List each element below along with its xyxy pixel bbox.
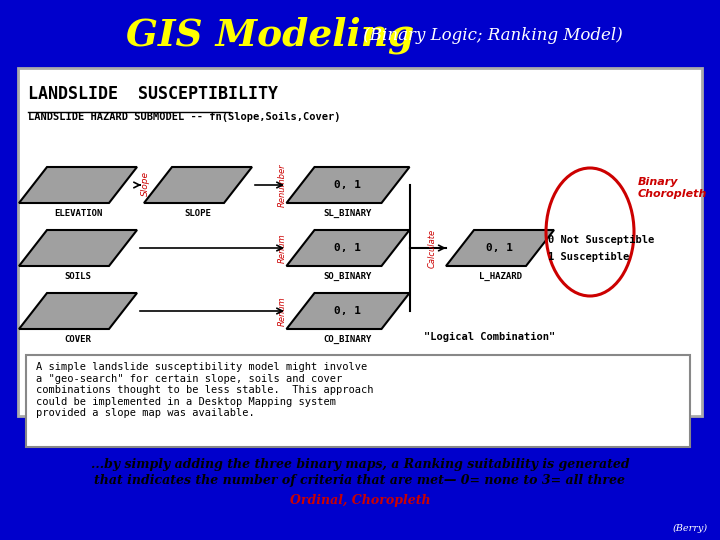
Text: that indicates the number of criteria that are met— 0= none to 3= all three: that indicates the number of criteria th… xyxy=(94,474,626,487)
Polygon shape xyxy=(446,230,554,266)
Text: Calculate: Calculate xyxy=(428,228,436,267)
Polygon shape xyxy=(287,230,410,266)
Text: 0, 1: 0, 1 xyxy=(335,243,361,253)
Text: SOILS: SOILS xyxy=(65,272,91,281)
Text: Binary
Choropleth: Binary Choropleth xyxy=(638,177,707,199)
Text: SL_BINARY: SL_BINARY xyxy=(324,209,372,218)
Polygon shape xyxy=(287,167,410,203)
Text: (Berry): (Berry) xyxy=(673,524,708,533)
Text: Ordinal, Choropleth: Ordinal, Choropleth xyxy=(289,494,431,507)
FancyBboxPatch shape xyxy=(26,355,690,447)
Text: ELEVATION: ELEVATION xyxy=(54,209,102,218)
Text: Renum: Renum xyxy=(277,233,287,263)
Text: 0, 1: 0, 1 xyxy=(487,243,513,253)
Polygon shape xyxy=(287,293,410,329)
Text: 0, 1: 0, 1 xyxy=(335,180,361,190)
Text: ...by simply adding the three binary maps, a Ranking suitability is generated: ...by simply adding the three binary map… xyxy=(91,458,629,471)
Text: Renum: Renum xyxy=(277,296,287,326)
FancyBboxPatch shape xyxy=(18,68,702,416)
Text: Renumber: Renumber xyxy=(277,163,287,207)
Text: SLOPE: SLOPE xyxy=(184,209,212,218)
Polygon shape xyxy=(19,230,137,266)
Text: 1 Susceptible: 1 Susceptible xyxy=(548,252,629,262)
Polygon shape xyxy=(19,293,137,329)
Text: GIS Modeling: GIS Modeling xyxy=(126,16,414,54)
Text: Slope: Slope xyxy=(140,171,150,195)
Text: LANDSLIDE  SUSCEPTIBILITY: LANDSLIDE SUSCEPTIBILITY xyxy=(28,85,278,103)
Text: 0 Not Susceptible: 0 Not Susceptible xyxy=(548,235,654,245)
Polygon shape xyxy=(19,167,137,203)
Text: COVER: COVER xyxy=(65,335,91,344)
Text: L_HAZARD: L_HAZARD xyxy=(479,272,521,281)
Text: SO_BINARY: SO_BINARY xyxy=(324,272,372,281)
Text: 0, 1: 0, 1 xyxy=(335,306,361,316)
Text: (Binary Logic; Ranking Model): (Binary Logic; Ranking Model) xyxy=(358,26,622,44)
Text: CO_BINARY: CO_BINARY xyxy=(324,335,372,344)
Text: "Logical Combination": "Logical Combination" xyxy=(424,332,556,342)
Text: A simple landslide susceptibility model might involve
a "geo-search" for certain: A simple landslide susceptibility model … xyxy=(36,362,374,418)
Polygon shape xyxy=(144,167,252,203)
Text: LANDSLIDE HAZARD SUBMODEL -- fn(Slope,Soils,Cover): LANDSLIDE HAZARD SUBMODEL -- fn(Slope,So… xyxy=(28,112,341,122)
